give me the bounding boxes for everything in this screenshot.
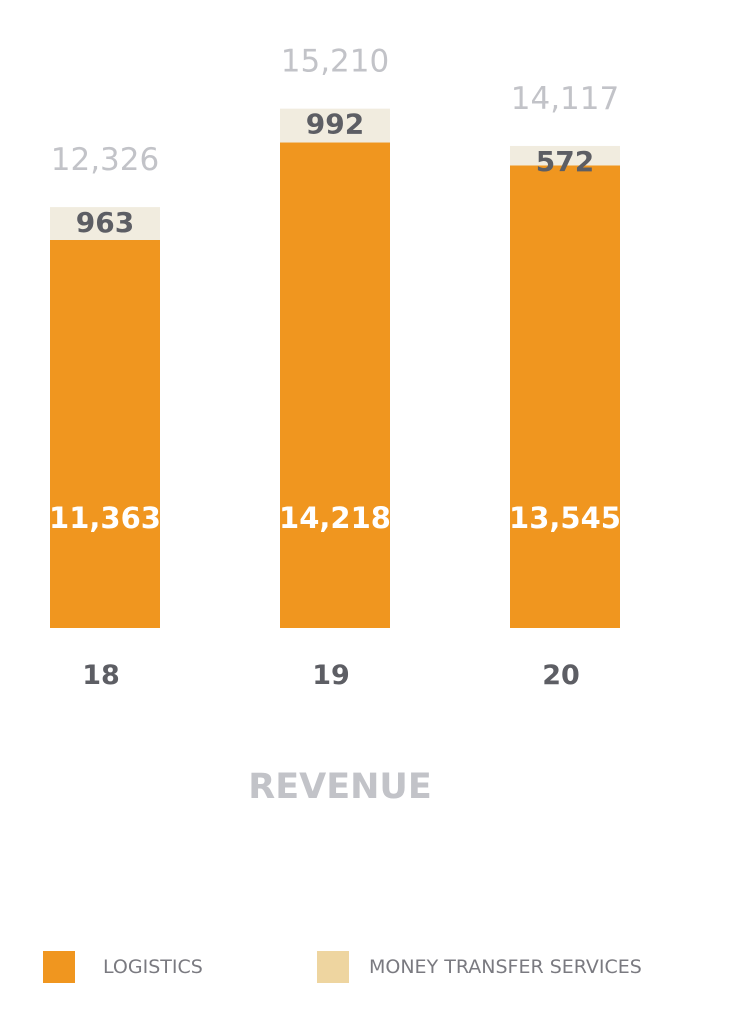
total-label-18: 12,326	[51, 142, 159, 178]
bar-money-transfer-20	[510, 145, 620, 166]
value-label-logistics-18: 11,363	[49, 501, 161, 535]
value-label-money-transfer-20: 572	[536, 145, 594, 178]
bar-logistics-19	[280, 142, 390, 628]
bars-layer	[50, 108, 620, 628]
bar-logistics-20	[510, 165, 620, 628]
value-label-logistics-20: 13,545	[509, 501, 621, 535]
category-label-20: 20	[542, 660, 580, 691]
bar-money-transfer-18	[50, 207, 160, 240]
category-label-19: 19	[312, 660, 350, 691]
legend-item-money-transfer: MONEY TRANSFER SERVICES	[317, 950, 642, 984]
bar-money-transfer-19	[280, 108, 390, 143]
legend-item-logistics: LOGISTICS	[43, 950, 203, 984]
legend-swatch-money-transfer	[317, 951, 349, 983]
total-label-19: 15,210	[281, 44, 389, 80]
bar-logistics-18	[50, 240, 160, 628]
chart-title: REVENUE	[248, 767, 431, 807]
legend-swatch-logistics	[43, 951, 75, 983]
value-label-money-transfer-19: 992	[306, 108, 364, 141]
total-label-20: 14,117	[511, 81, 619, 117]
legend-label-logistics: LOGISTICS	[103, 956, 203, 978]
legend-label-money-transfer: MONEY TRANSFER SERVICES	[369, 956, 642, 978]
labels-layer: 11,363 963 12,326 18 14,218 992 15,210 19 13,545…	[49, 44, 621, 691]
value-label-money-transfer-18: 963	[76, 206, 134, 239]
legend: LOGISTICS MONEY TRANSFER SERVICES	[0, 950, 756, 984]
category-label-18: 18	[82, 660, 120, 691]
value-label-logistics-19: 14,218	[279, 501, 391, 535]
